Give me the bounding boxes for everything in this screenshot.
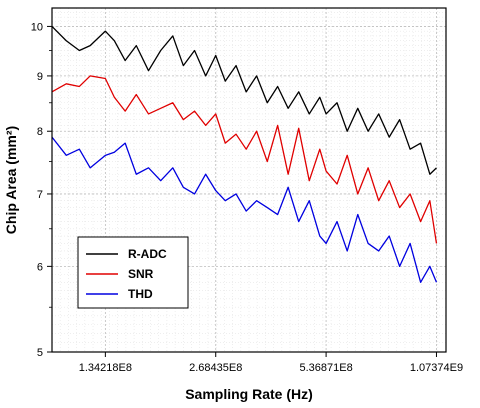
y-tick-label: 10 (31, 21, 43, 33)
y-axis-title: Chip Area (mm²) (3, 126, 19, 234)
y-tick-label: 6 (37, 261, 43, 273)
axis-ticks: 1.34218E8 2.68435E8 5.36871E8 1.07374E9 5 6 7 8… (31, 21, 463, 374)
legend-label-snr: SNR (128, 267, 154, 281)
y-tick-label: 8 (37, 126, 43, 138)
legend: R-ADC SNR THD (77, 236, 189, 309)
legend-label-thd: THD (128, 287, 153, 301)
x-tick-label: 1.34218E8 (79, 362, 132, 374)
series-line-r-adc (51, 25, 437, 175)
series-lines (51, 25, 438, 283)
grid (51, 7, 447, 353)
plot-frame (51, 7, 447, 353)
y-tick-label: 7 (37, 189, 43, 201)
series-line-snr (51, 75, 438, 244)
series-line-thd (51, 136, 438, 283)
y-tick-label: 5 (37, 347, 43, 359)
legend-label-r-adc: R-ADC (128, 247, 167, 261)
x-tick-label: 1.07374E9 (410, 362, 463, 374)
x-tick-label: 2.68435E8 (189, 362, 242, 374)
x-tick-label: 5.36871E8 (299, 362, 352, 374)
x-axis-title: Sampling Rate (Hz) (185, 386, 313, 402)
y-tick-label: 9 (37, 71, 43, 83)
legend-box (77, 236, 189, 309)
